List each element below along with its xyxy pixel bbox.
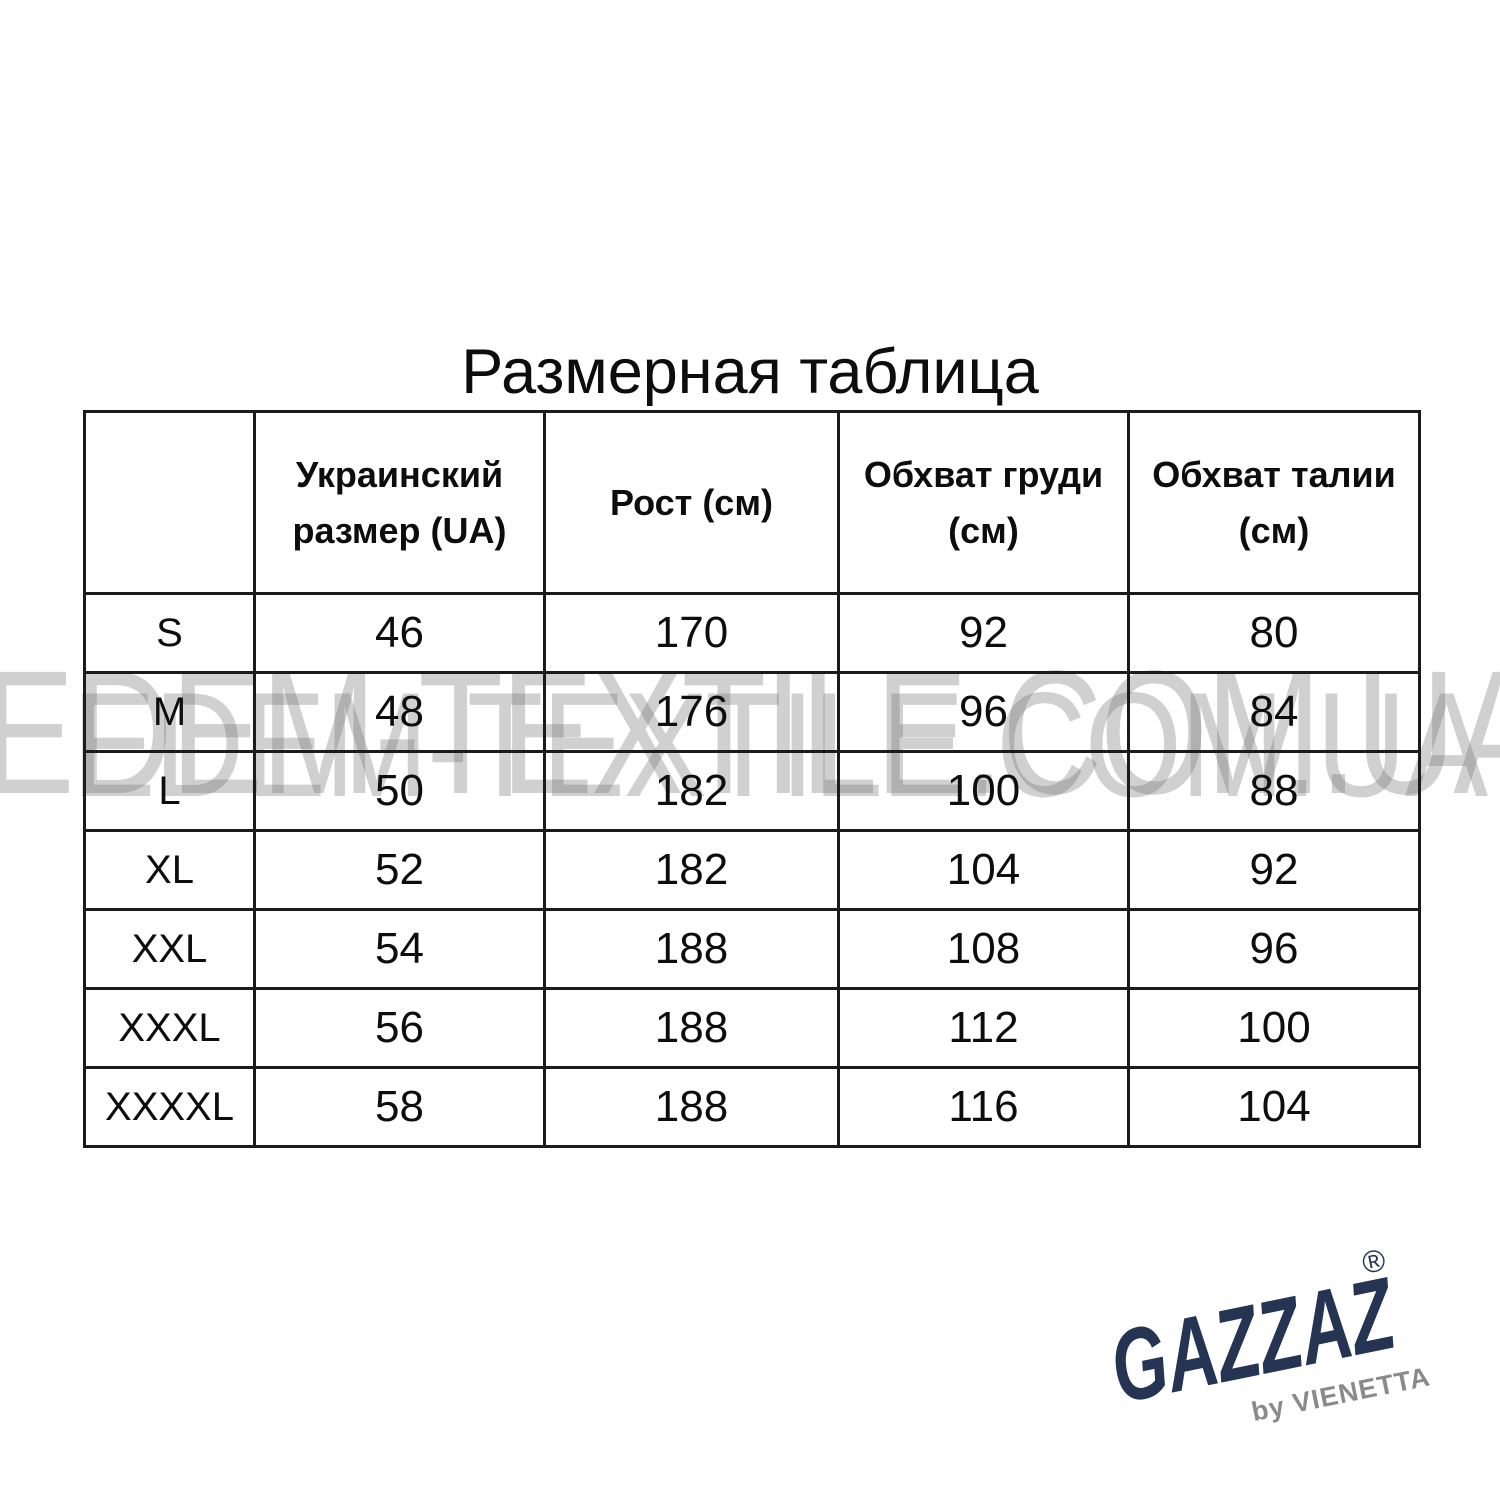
size-table: Украинский размер (UA) Рост (см) Обхват … xyxy=(83,410,1421,1148)
page-title: Размерная таблица xyxy=(461,337,1039,407)
value-cell: 182 xyxy=(543,829,840,911)
value-cell: 100 xyxy=(1127,987,1421,1069)
header-cell-ua-size: Украинский размер (UA) xyxy=(253,410,546,595)
size-cell: XXL xyxy=(83,908,256,990)
size-cell: XXXL xyxy=(83,987,256,1069)
value-cell: 46 xyxy=(253,592,546,674)
table-row-s: S 46 170 92 80 xyxy=(83,592,1421,674)
value-cell: 104 xyxy=(1127,1066,1421,1148)
value-cell: 108 xyxy=(837,908,1130,990)
header-cell-waist: Обхват талии (см) xyxy=(1127,410,1421,595)
value-cell: 52 xyxy=(253,829,546,911)
value-cell: 170 xyxy=(543,592,840,674)
value-cell: 80 xyxy=(1127,592,1421,674)
table-row-m: M 48 176 96 84 xyxy=(83,671,1421,753)
value-cell: 48 xyxy=(253,671,546,753)
header-cell-size xyxy=(83,410,256,595)
value-cell: 92 xyxy=(837,592,1130,674)
value-cell: 84 xyxy=(1127,671,1421,753)
size-cell: S xyxy=(83,592,256,674)
value-cell: 188 xyxy=(543,908,840,990)
value-cell: 56 xyxy=(253,987,546,1069)
header-row: Украинский размер (UA) Рост (см) Обхват … xyxy=(83,410,1421,595)
value-cell: 92 xyxy=(1127,829,1421,911)
value-cell: 176 xyxy=(543,671,840,753)
value-cell: 116 xyxy=(837,1066,1130,1148)
value-cell: 88 xyxy=(1127,750,1421,832)
size-cell: XL xyxy=(83,829,256,911)
size-cell: L xyxy=(83,750,256,832)
value-cell: 54 xyxy=(253,908,546,990)
value-cell: 96 xyxy=(837,671,1130,753)
value-cell: 188 xyxy=(543,1066,840,1148)
header-cell-height: Рост (см) xyxy=(543,410,840,595)
table-row-xxxl: XXXL 56 188 112 100 xyxy=(83,987,1421,1069)
value-cell: 182 xyxy=(543,750,840,832)
size-cell: XXXXL xyxy=(83,1066,256,1148)
table-row-xxxxl: XXXXL 58 188 116 104 xyxy=(83,1066,1421,1148)
value-cell: 96 xyxy=(1127,908,1421,990)
brand-logo: GAZZAZ ® by VIENETTA xyxy=(1101,1242,1500,1454)
table-row-l: L 50 182 100 88 xyxy=(83,750,1421,832)
registered-mark-icon: ® xyxy=(1359,1242,1389,1281)
table-row-xl: XL 52 182 104 92 xyxy=(83,829,1421,911)
header-cell-chest: Обхват груди (см) xyxy=(837,410,1130,595)
value-cell: 188 xyxy=(543,987,840,1069)
value-cell: 58 xyxy=(253,1066,546,1148)
value-cell: 112 xyxy=(837,987,1130,1069)
table-row-xxl: XXL 54 188 108 96 xyxy=(83,908,1421,990)
size-cell: M xyxy=(83,671,256,753)
value-cell: 104 xyxy=(837,829,1130,911)
value-cell: 50 xyxy=(253,750,546,832)
value-cell: 100 xyxy=(837,750,1130,832)
